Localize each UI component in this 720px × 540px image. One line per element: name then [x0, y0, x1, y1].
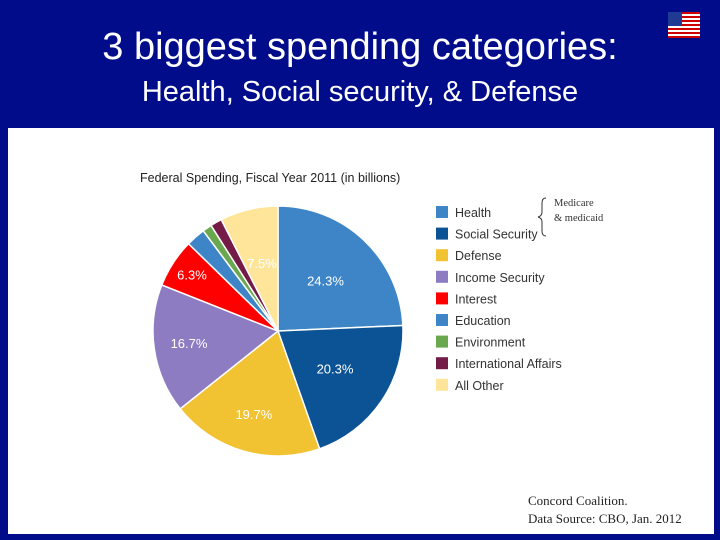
slice-label-income-security: 16.7% [171, 336, 208, 351]
pie-slice-income-security [152, 284, 280, 410]
source-credit: Concord Coalition. Data Source: CBO, Jan… [528, 492, 682, 528]
pie-slice-defense [179, 329, 321, 457]
legend-label-health: Health [455, 206, 491, 220]
annotation-medicare: Medicare [554, 198, 594, 209]
pie-chart: Federal Spending, Fiscal Year 2011 (in b… [140, 171, 604, 457]
slice-label-interest: 6.3% [177, 267, 207, 282]
pie-slice-health [277, 205, 404, 332]
legend-label-international-affairs: International Affairs [455, 357, 562, 371]
credit-line-2: Data Source: CBO, Jan. 2012 [528, 511, 682, 526]
legend-label-interest: Interest [455, 292, 497, 306]
legend-swatch-social-security [436, 227, 448, 240]
legend-swatch-income-security [436, 270, 448, 283]
annotation-brace [537, 197, 547, 237]
legend-label-income-security: Income Security [455, 271, 545, 285]
slice-label-social-security: 20.3% [317, 362, 354, 377]
legend-swatch-defense [436, 249, 448, 262]
slice-label-all-other: 7.5% [247, 256, 277, 271]
chart-title: Federal Spending, Fiscal Year 2011 (in b… [140, 171, 400, 185]
slice-label-health: 24.3% [307, 273, 344, 288]
slide-subtitle: Health, Social security, & Defense [141, 76, 579, 108]
legend-label-education: Education [455, 314, 511, 328]
legend-label-social-security: Social Security [455, 228, 538, 242]
legend-swatch-all-other [436, 378, 448, 391]
legend-swatch-international-affairs [436, 357, 448, 370]
credit-line-1: Concord Coalition. [528, 493, 628, 508]
legend-swatch-interest [436, 292, 448, 305]
pie-slice-all-other [220, 205, 279, 332]
us-flag-icon [668, 12, 700, 38]
legend-swatch-environment [436, 335, 448, 348]
legend-swatch-health [436, 206, 448, 218]
legend-label-environment: Environment [455, 336, 526, 350]
slice-label-defense: 19.7% [235, 407, 272, 422]
legend-label-defense: Defense [455, 249, 502, 263]
slide-title: 3 biggest spending categories: [102, 26, 618, 68]
legend-label-all-other: All Other [455, 379, 504, 393]
chart-panel: Federal Spending, Fiscal Year 2011 (in b… [8, 128, 714, 534]
legend-swatch-education [436, 314, 448, 326]
annotation-medicaid: & medicaid [554, 213, 604, 224]
